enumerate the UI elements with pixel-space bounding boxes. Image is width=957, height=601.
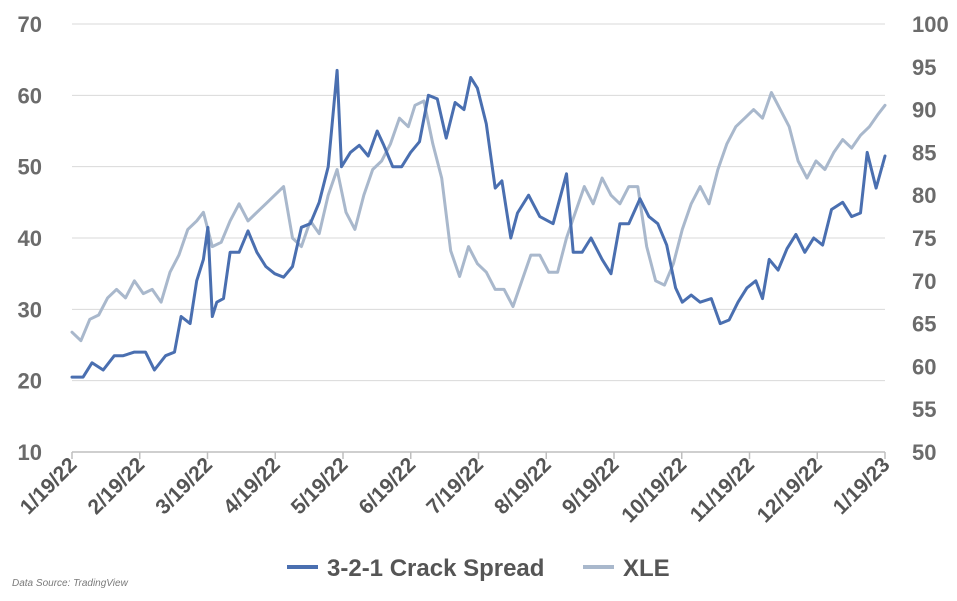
x-tick-label: 11/19/22 (686, 453, 759, 526)
right-tick-label: 65 (912, 312, 936, 337)
x-tick-label: 2/19/22 (83, 453, 149, 519)
x-tick-label: 5/19/22 (287, 453, 353, 519)
left-y-axis: 10 20 30 40 50 60 70 (18, 12, 42, 465)
series-layer (70, 68, 887, 379)
right-tick-label: 70 (912, 269, 936, 294)
right-tick-label: 60 (912, 354, 936, 379)
x-tick-label: 1/19/23 (829, 453, 895, 519)
right-tick-label: 85 (912, 140, 936, 165)
right-tick-label: 55 (912, 397, 936, 422)
x-tick-label: 4/19/22 (219, 453, 285, 519)
legend: 3-2-1 Crack Spread XLE (287, 555, 670, 582)
x-tick-label: 7/19/22 (422, 453, 488, 519)
legend-label-xle: XLE (623, 555, 670, 582)
left-tick-label: 30 (18, 297, 42, 322)
right-y-axis: 50 55 60 65 70 75 80 85 90 95 100 (912, 12, 949, 465)
legend-label-crack: 3-2-1 Crack Spread (327, 555, 544, 582)
left-tick-label: 20 (18, 369, 42, 394)
series-line-xle (70, 91, 887, 343)
x-tick-label: 12/19/22 (753, 453, 827, 527)
data-source-note: Data Source: TradingView (12, 578, 128, 589)
right-tick-label: 90 (912, 98, 936, 123)
right-tick-label: 100 (912, 12, 949, 37)
left-tick-label: 50 (18, 155, 42, 180)
right-tick-label: 50 (912, 440, 936, 465)
right-tick-label: 95 (912, 55, 936, 80)
left-tick-label: 60 (18, 83, 42, 108)
x-tick-label: 3/19/22 (151, 453, 217, 519)
left-tick-label: 40 (18, 226, 42, 251)
series-line-crack-spread (70, 68, 887, 379)
x-tick-label: 9/19/22 (558, 453, 624, 519)
x-tick-label: 6/19/22 (354, 453, 420, 519)
x-tick-label: 10/19/22 (617, 453, 691, 527)
right-tick-label: 80 (912, 183, 936, 208)
x-tick-label: 8/19/22 (490, 453, 556, 519)
gridlines (72, 23, 885, 382)
right-tick-label: 75 (912, 226, 936, 251)
left-tick-label: 70 (18, 12, 42, 37)
left-tick-label: 10 (18, 440, 42, 465)
x-axis: 1/19/22 2/19/22 3/19/22 4/19/22 5/19/22 6/19/… (16, 451, 895, 527)
